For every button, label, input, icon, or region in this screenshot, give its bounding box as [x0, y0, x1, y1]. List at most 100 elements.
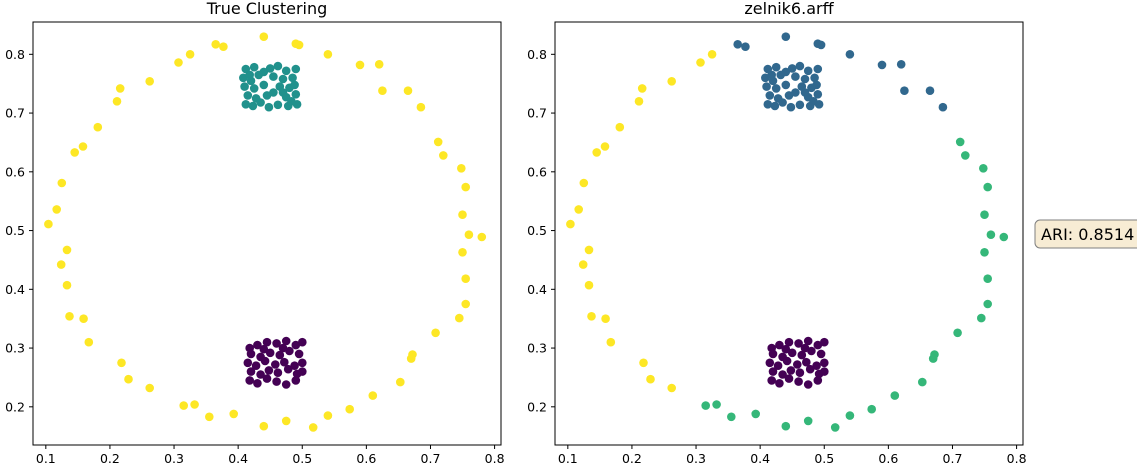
scatter-point [797, 350, 807, 360]
scatter-point [784, 337, 794, 347]
scatter-point [778, 370, 787, 379]
scatter-point [281, 336, 291, 346]
scatter-point [239, 73, 248, 83]
scatter-point [294, 40, 304, 50]
chart-true-clustering: True Clustering 0.1 0.2 0.3 0.4 0.5 0.6 0.7 0.8… [5, 0, 504, 466]
scatter-point [770, 101, 780, 111]
scatter-point [983, 274, 992, 283]
scatter-point [272, 377, 281, 386]
scatter-point [273, 100, 283, 110]
x-tick-label: 0.8 [1007, 451, 1027, 466]
scatter-point [70, 148, 79, 157]
scatter-point [775, 379, 784, 388]
scatter-point [566, 219, 575, 229]
scatter-point [809, 97, 818, 106]
scatter-point [211, 40, 220, 49]
scatter-point [245, 376, 254, 385]
scatter-point [298, 337, 307, 347]
scatter-point [256, 370, 265, 379]
scatter-point [741, 42, 750, 51]
scatter-point [84, 337, 94, 347]
scatter-point [190, 400, 199, 409]
scatter-point [890, 391, 900, 400]
scatter-point [461, 182, 471, 192]
y-tick-label: 0.5 [527, 223, 547, 238]
scatter-point [464, 230, 474, 239]
scatter-point [791, 88, 800, 97]
scatter-point [584, 280, 594, 290]
scatter-point [765, 91, 775, 100]
x-tick-label: 0.6 [356, 451, 376, 466]
scatter-point [778, 98, 787, 107]
y-tick-label: 0.2 [527, 399, 547, 414]
scatter-point [262, 374, 272, 383]
scatter-point [781, 344, 791, 354]
scatter-point [646, 374, 655, 384]
scatter-point [761, 73, 770, 83]
chart-zelnik6: zelnik6.arff 0.1 0.2 0.3 0.4 0.5 0.6 0.7 0.8 0.2… [527, 0, 1026, 466]
scatter-point [763, 100, 773, 109]
scatter-point [845, 411, 855, 420]
y-tick-label: 0.4 [5, 282, 25, 297]
scatter-point [768, 349, 778, 359]
scatter-point [787, 348, 797, 358]
scatter-point [601, 314, 610, 324]
scatter-point [820, 337, 829, 347]
scatter-point [925, 86, 935, 95]
scatter-point [265, 64, 275, 73]
scatter-point [592, 148, 601, 157]
scatter-point [112, 97, 122, 106]
axes-frame [554, 21, 1024, 446]
y-tick-label: 0.3 [527, 341, 547, 356]
scatter-point [816, 349, 826, 359]
scatter-point [606, 337, 616, 347]
scatter-point [433, 137, 443, 147]
scatter-point [259, 344, 269, 354]
scatter-point [810, 73, 819, 83]
scatter-point [264, 366, 274, 375]
scatter-point [253, 340, 262, 350]
scatter-point [355, 60, 365, 70]
scatter-point [727, 412, 736, 422]
scatter-point [249, 84, 259, 93]
ari-annotation: ARI: 0.8514 [1034, 219, 1137, 249]
scatter-point [240, 82, 249, 91]
x-tick-label: 0.2 [622, 451, 642, 466]
x-tick-label: 0.1 [558, 451, 578, 466]
scatter-point [262, 91, 272, 100]
scatter-point [345, 404, 355, 414]
scatter-point [794, 339, 803, 348]
scatter-point [961, 151, 970, 160]
scatter-point [374, 60, 384, 69]
scatter-point [977, 313, 986, 323]
scatter-point [667, 383, 676, 393]
x-tick-label: 0.8 [485, 451, 505, 466]
scatter-point [245, 70, 254, 80]
scatter-point [816, 40, 826, 50]
scatter-point [241, 100, 251, 109]
scatter-point [273, 368, 283, 378]
scatter-point [477, 232, 487, 242]
scatter-point [800, 74, 810, 84]
scatter-point [782, 356, 792, 366]
scatter-point [867, 404, 876, 414]
scatter-point [820, 367, 829, 376]
scatter-point [269, 72, 278, 81]
scatter-point [784, 91, 794, 100]
scatter-point [813, 64, 823, 74]
scatter-point [288, 73, 297, 83]
scatter-point [803, 66, 813, 76]
scatter-point [278, 343, 288, 353]
y-tick-label: 0.4 [527, 282, 547, 297]
scatter-point [323, 411, 333, 420]
scatter-point [800, 88, 810, 97]
scatter-point [205, 412, 214, 422]
scatter-point [271, 360, 280, 369]
scatter-point [115, 84, 125, 93]
scatter-point [57, 178, 67, 188]
y-tick-label: 0.8 [527, 47, 547, 62]
scatter-point [243, 358, 253, 368]
scatter-point [62, 280, 72, 290]
scatter-point [457, 164, 466, 173]
scatter-point [707, 50, 717, 59]
